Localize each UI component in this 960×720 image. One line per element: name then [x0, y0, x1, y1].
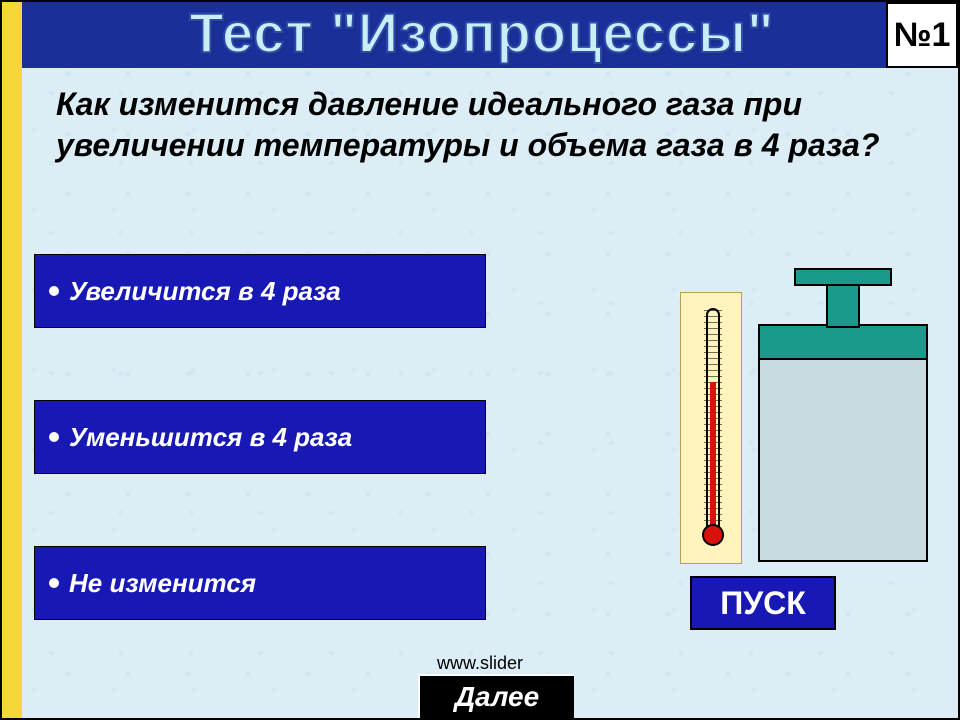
- run-button[interactable]: ПУСК: [690, 576, 836, 630]
- thermometer-bulb: [702, 524, 724, 546]
- slide: Тест "Изопроцессы" №1 Как изменится давл…: [0, 0, 960, 720]
- gas-illustration: [650, 268, 940, 564]
- run-button-label: ПУСК: [720, 585, 806, 622]
- answer-option-1[interactable]: Увеличится в 4 раза: [34, 254, 486, 328]
- answer-label: Не изменится: [69, 568, 256, 599]
- piston-cap: [794, 268, 892, 286]
- question-text: Как изменится давление идеального газа п…: [56, 84, 896, 166]
- question-number-badge: №1: [886, 2, 958, 68]
- answer-option-3[interactable]: Не изменится: [34, 546, 486, 620]
- next-button-label: Далее: [455, 681, 539, 713]
- bullet-icon: [49, 286, 59, 296]
- quiz-title: Тест "Изопроцессы": [2, 0, 960, 65]
- next-button[interactable]: Далее: [418, 674, 574, 718]
- answer-option-2[interactable]: Уменьшится в 4 раза: [34, 400, 486, 474]
- footer-url: www.slider: [2, 653, 958, 674]
- answer-label: Увеличится в 4 раза: [69, 276, 341, 307]
- bullet-icon: [49, 432, 59, 442]
- piston-plate: [758, 324, 928, 360]
- gas-cylinder: [758, 332, 928, 562]
- left-accent-stripe: [2, 2, 22, 718]
- bullet-icon: [49, 578, 59, 588]
- answer-label: Уменьшится в 4 раза: [69, 422, 352, 453]
- thermometer-fluid: [710, 382, 716, 530]
- question-number-text: №1: [894, 16, 951, 55]
